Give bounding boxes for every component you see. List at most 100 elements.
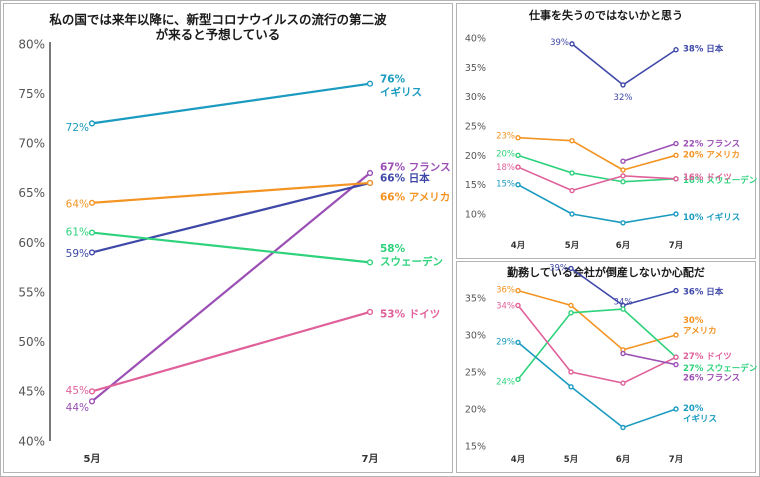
data-point-germany — [620, 173, 626, 179]
data-label-sweden: 58%スウェーデン — [380, 243, 443, 268]
data-point-uk — [515, 339, 521, 346]
chart-panel-job-loss: 仕事を失うのではないかと思う 10% 15% 20% 25% 30% 35% 40% 4月 5月 6… — [456, 3, 758, 259]
x-category-label: 7月 — [669, 241, 683, 251]
series-line-usa — [517, 289, 677, 351]
data-point-uk — [620, 424, 626, 431]
data-point-usa — [515, 287, 521, 294]
data-label-japan: 34% — [614, 297, 633, 307]
y-tick-label: 15% — [465, 441, 486, 452]
data-point-uk — [673, 406, 679, 412]
x-category-label: 5月 — [565, 241, 579, 251]
data-point-uk — [366, 80, 374, 87]
series-line-france — [622, 142, 677, 162]
y-tick-label: 50% — [18, 335, 45, 349]
data-point-sweden — [569, 170, 575, 176]
y-tick-label: 55% — [18, 285, 45, 299]
data-point-sweden — [620, 306, 626, 312]
data-label-germany: 27% ドイツ — [683, 352, 732, 362]
chart-job-loss: 仕事を失うのではないかと思う 10% 15% 20% 25% 30% 35% 40% 4月 5月 6… — [465, 8, 758, 251]
data-point-france — [620, 158, 626, 164]
data-point-france — [88, 398, 96, 405]
series-line-usa — [517, 136, 677, 171]
data-label-germany: 34% — [496, 301, 515, 311]
data-point-usa — [673, 332, 679, 338]
series-line-uk — [517, 183, 677, 224]
data-point-japan — [673, 287, 679, 294]
data-label-germany: 18% — [496, 163, 515, 173]
data-point-germany — [673, 354, 679, 360]
data-point-germany — [366, 308, 374, 316]
data-label-sweden: 61% — [66, 226, 89, 238]
chart-company-bankruptcy: 勤務している会社が倒産しないか心配だ 15% 20% 25% 30% 35% 4月 5月 6月 7… — [465, 263, 758, 465]
y-tick-label: 40% — [18, 434, 45, 448]
chart-title: 仕事を失うのではないかと思う — [528, 8, 683, 22]
chart-panel-second-wave: 私の国では来年以降に、新型コロナウイルスの流行の第二波が来ると予想している 40%… — [3, 3, 453, 473]
data-point-uk — [673, 211, 679, 217]
data-point-germany — [515, 302, 521, 309]
data-label-sweden: 24% — [496, 377, 515, 387]
data-label-france: 22% フランス — [683, 140, 740, 150]
x-category-label: 6月 — [616, 455, 630, 465]
data-label-sweden: 16% スウェーデン — [683, 175, 758, 186]
data-point-uk — [620, 220, 626, 226]
data-label-france: 67% フランス — [380, 162, 451, 174]
series-line-germany — [517, 304, 677, 384]
data-label-japan: 39% — [549, 263, 568, 273]
data-point-sweden — [568, 310, 574, 316]
y-tick-label: 70% — [18, 137, 45, 151]
data-point-uk — [515, 181, 521, 188]
data-point-germany — [620, 380, 626, 386]
data-label-usa: 64% — [66, 198, 89, 210]
x-category-label: 4月 — [511, 455, 525, 465]
data-point-japan — [569, 41, 575, 47]
chart-second-wave: 私の国では来年以降に、新型コロナウイルスの流行の第二波が来ると予想している 40%… — [18, 12, 451, 465]
data-point-sweden — [515, 152, 521, 159]
data-label-sweden: 27% スウェーデン — [683, 363, 758, 374]
series-line-france — [91, 172, 371, 403]
data-point-france — [620, 350, 626, 357]
y-tick-label: 60% — [18, 236, 45, 250]
data-point-sweden — [620, 179, 626, 185]
data-label-japan: 39% — [550, 38, 569, 48]
data-point-japan — [88, 249, 96, 256]
x-category-label: 7月 — [669, 455, 683, 465]
data-label-uk: 15% — [496, 180, 515, 190]
series-line-sweden — [517, 154, 677, 183]
data-label-usa: 20% アメリカ — [683, 150, 740, 160]
data-point-france — [673, 361, 679, 368]
data-point-japan — [568, 265, 574, 272]
data-point-uk — [569, 211, 575, 217]
y-tick-label: 30% — [465, 330, 486, 341]
data-label-uk: 72% — [66, 122, 89, 134]
y-tick-label: 10% — [465, 209, 486, 220]
y-tick-label: 15% — [465, 180, 486, 191]
data-point-germany — [515, 164, 521, 170]
data-label-usa: 36% — [496, 286, 515, 296]
data-label-japan: 59% — [66, 248, 89, 260]
data-label-sweden: 20% — [496, 149, 515, 159]
data-label-germany: 16% ドイツ — [683, 173, 732, 183]
series-line-germany — [517, 166, 677, 192]
y-tick-label: 20% — [465, 151, 486, 162]
data-point-usa — [620, 167, 626, 173]
data-point-sweden — [515, 376, 521, 383]
x-category-label: 5月 — [84, 453, 101, 465]
data-point-usa — [515, 135, 521, 141]
data-label-uk: 76%イギリス — [380, 73, 422, 98]
data-point-germany — [673, 176, 679, 182]
y-tick-label: 75% — [18, 87, 45, 101]
y-tick-label: 25% — [465, 367, 486, 378]
data-point-france — [673, 140, 679, 147]
data-point-sweden — [88, 229, 96, 236]
series-line-uk — [517, 341, 677, 429]
data-label-japan: 38% 日本 — [683, 44, 724, 55]
data-label-japan: 36% 日本 — [683, 287, 724, 298]
data-label-usa: 30%アメリカ — [683, 316, 717, 337]
y-tick-label: 25% — [465, 121, 486, 132]
data-label-germany: 45% — [66, 385, 89, 397]
data-label-usa: 66% アメリカ — [380, 192, 450, 204]
data-point-usa — [673, 152, 679, 159]
y-tick-label: 20% — [465, 404, 486, 415]
y-tick-label: 30% — [465, 92, 486, 103]
data-label-uk: 29% — [496, 337, 515, 347]
